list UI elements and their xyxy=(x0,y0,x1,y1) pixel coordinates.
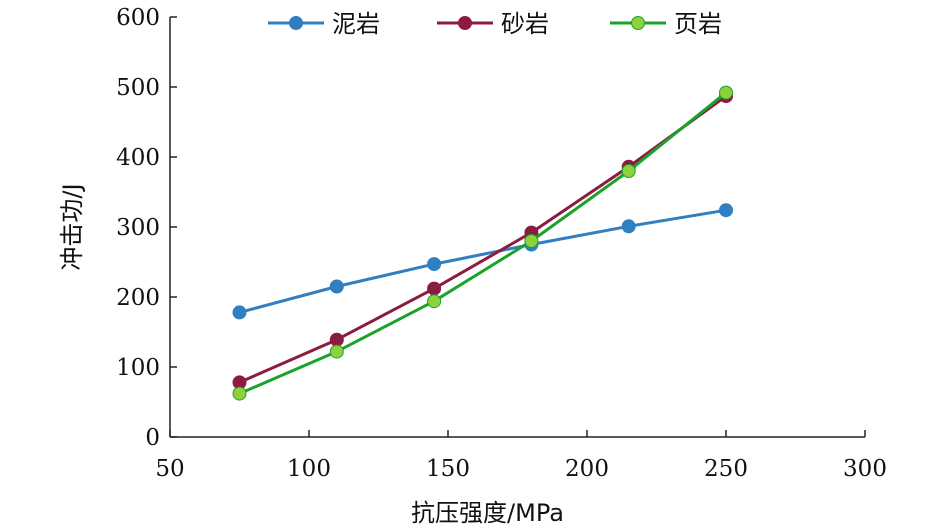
legend-item-3: 页岩 xyxy=(610,10,722,38)
series-line xyxy=(238,94,727,384)
data-point xyxy=(621,219,636,234)
series-line xyxy=(238,91,727,395)
data-point xyxy=(329,344,344,359)
series-2 xyxy=(232,89,733,390)
y-tick-label: 400 xyxy=(116,145,160,171)
data-point xyxy=(329,279,344,294)
x-tick-label: 200 xyxy=(565,456,609,482)
legend-label: 砂岩 xyxy=(501,10,549,38)
data-point xyxy=(427,257,442,272)
legend-label: 页岩 xyxy=(674,10,722,38)
x-axis-label: 抗压强度/MPa xyxy=(411,499,564,527)
x-tick-label: 50 xyxy=(155,456,184,482)
x-tick-label: 150 xyxy=(426,456,470,482)
y-tick-label: 0 xyxy=(145,425,160,451)
axes xyxy=(169,16,866,438)
series-line xyxy=(239,208,727,314)
data-point xyxy=(719,85,733,100)
data-point xyxy=(427,294,442,309)
data-point xyxy=(232,386,247,401)
data-point xyxy=(719,203,733,218)
y-tick-label: 500 xyxy=(116,75,160,101)
y-tick-label: 300 xyxy=(116,215,160,241)
tick-labels: 0 100 200 300 400 500 600 50 100 150 200 250 300 xyxy=(116,5,887,482)
series-3 xyxy=(232,85,733,401)
x-tick-label: 300 xyxy=(843,456,887,482)
y-tick-label: 600 xyxy=(116,5,160,31)
data-point xyxy=(427,281,442,296)
legend-label: 泥岩 xyxy=(332,10,380,38)
y-tick-label: 100 xyxy=(116,355,160,381)
data-point xyxy=(329,332,344,347)
data-point xyxy=(232,305,247,320)
x-tick-label: 100 xyxy=(287,456,331,482)
legend: 泥岩 砂岩 页岩 xyxy=(268,10,722,38)
legend-item-1: 泥岩 xyxy=(268,10,380,38)
y-tick-label: 200 xyxy=(116,285,160,311)
legend-item-2: 砂岩 xyxy=(437,10,549,38)
legend-swatch-marker xyxy=(289,16,303,30)
series-1 xyxy=(232,203,733,320)
y-axis-label: 冲击功/J xyxy=(58,183,86,270)
x-tick-label: 250 xyxy=(704,456,748,482)
data-point xyxy=(621,164,636,178)
series-layer xyxy=(232,85,733,401)
legend-swatch-marker xyxy=(631,16,645,30)
data-point xyxy=(524,234,539,248)
legend-swatch-marker xyxy=(458,16,472,30)
